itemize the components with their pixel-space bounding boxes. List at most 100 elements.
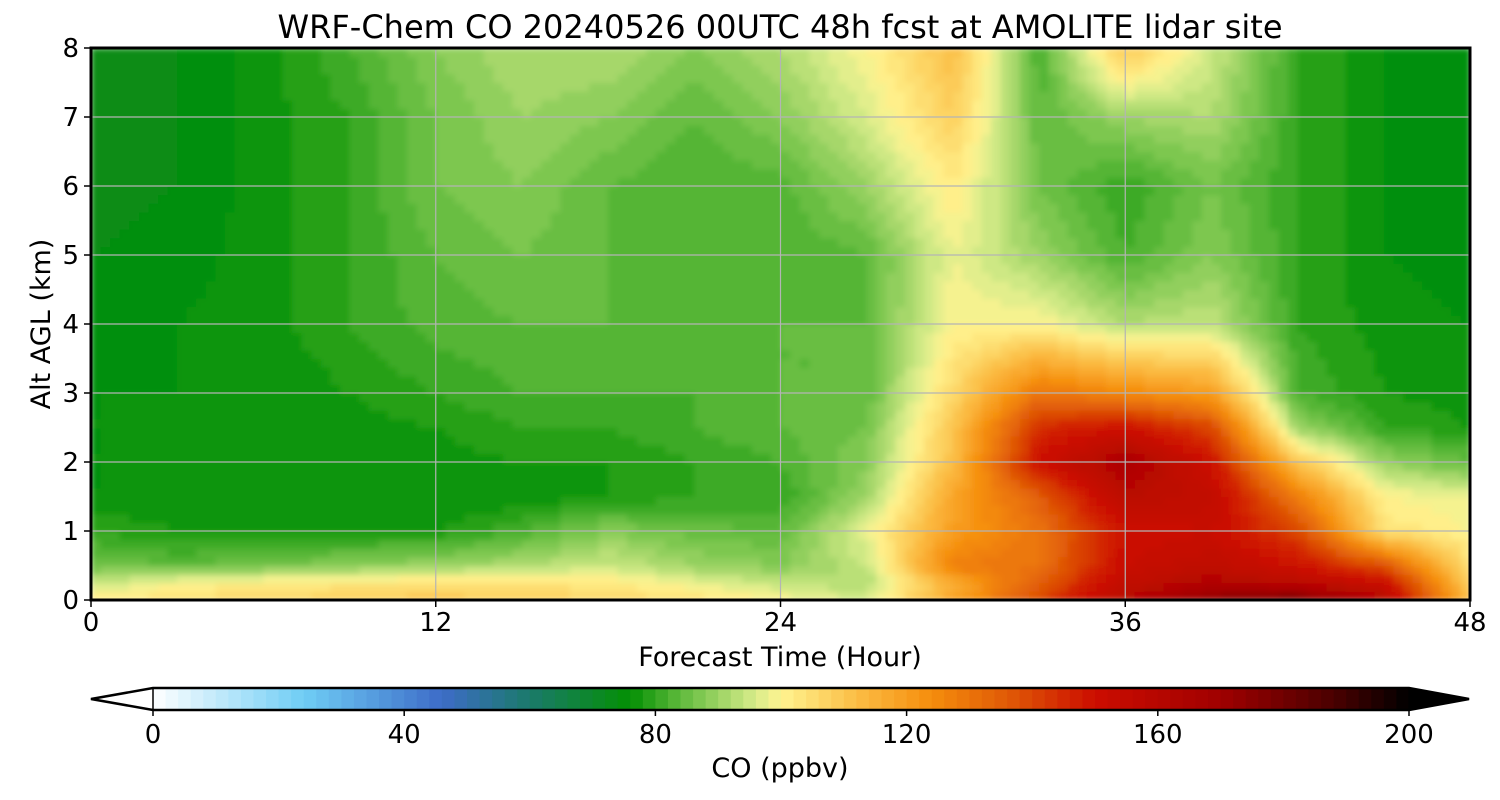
contour-cell xyxy=(569,470,580,480)
contour-cell xyxy=(828,332,839,342)
contour-cell xyxy=(1268,418,1280,429)
contour-cell xyxy=(627,332,638,342)
contour-cell xyxy=(598,358,609,368)
contour-cell xyxy=(435,539,446,549)
contour-cell xyxy=(158,462,169,472)
contour-cell xyxy=(742,487,753,498)
contour-cell xyxy=(847,401,858,411)
contour-cell xyxy=(837,582,849,592)
contour-cell xyxy=(330,531,341,541)
contour-cell xyxy=(828,531,839,541)
contour-cell xyxy=(809,565,820,575)
contour-cell xyxy=(866,513,877,523)
contour-cell xyxy=(454,436,466,446)
contour-cell xyxy=(1019,324,1031,334)
contour-cell xyxy=(272,367,284,377)
contour-cell xyxy=(780,306,791,316)
contour-cell xyxy=(1153,470,1165,480)
contour-cell xyxy=(397,462,408,472)
contour-cell xyxy=(770,496,782,506)
contour-cell xyxy=(962,393,973,403)
contour-cell xyxy=(1096,332,1107,342)
contour-cell xyxy=(857,427,868,437)
contour-cell xyxy=(1364,375,1375,385)
contour-cell xyxy=(359,341,370,351)
contour-cell xyxy=(1096,410,1107,420)
contour-cell xyxy=(1422,384,1433,394)
contour-cell xyxy=(770,513,782,523)
contour-cell xyxy=(981,505,992,515)
contour-cell xyxy=(713,332,724,342)
contour-cell xyxy=(349,401,360,411)
contour-cell xyxy=(387,574,399,584)
contour-cell xyxy=(924,306,935,316)
contour-cell xyxy=(387,522,399,532)
contour-cell xyxy=(837,384,849,394)
contour-cell xyxy=(1450,444,1462,454)
contour-cell xyxy=(1297,401,1308,411)
contour-cell xyxy=(186,401,197,411)
contour-cell xyxy=(253,548,264,558)
contour-cell xyxy=(924,427,935,437)
contour-cell xyxy=(378,565,389,575)
contour-cell xyxy=(1307,324,1318,334)
contour-cell xyxy=(1402,358,1414,368)
contour-cell xyxy=(387,453,399,463)
contour-cell xyxy=(550,341,561,351)
contour-cell xyxy=(253,401,264,411)
contour-cell xyxy=(1230,591,1241,600)
contour-cell xyxy=(732,539,743,549)
contour-cell xyxy=(895,531,906,541)
contour-cell xyxy=(196,574,207,584)
contour-cell xyxy=(1182,418,1193,429)
contour-cell xyxy=(837,367,849,377)
contour-cell xyxy=(339,453,351,463)
contour-cell xyxy=(177,341,188,351)
contour-cell xyxy=(1402,418,1414,429)
contour-cell xyxy=(1182,565,1193,575)
contour-cell xyxy=(1163,470,1174,480)
contour-cell xyxy=(541,565,552,575)
contour-cell xyxy=(110,574,121,584)
contour-cell xyxy=(502,315,513,325)
contour-cell xyxy=(895,384,906,394)
contour-cell xyxy=(560,410,571,420)
contour-cell xyxy=(1125,375,1136,385)
contour-cell xyxy=(205,384,217,394)
contour-cell xyxy=(1431,418,1442,429)
contour-cell xyxy=(646,453,657,463)
contour-cell xyxy=(110,401,121,411)
contour-cell xyxy=(138,556,150,567)
contour-cell xyxy=(1086,582,1098,592)
contour-cell xyxy=(1422,324,1433,334)
contour-cell xyxy=(1201,505,1213,515)
contour-cell xyxy=(474,496,485,506)
contour-cell xyxy=(196,418,207,429)
contour-cell xyxy=(359,496,370,506)
contour-cell xyxy=(943,522,954,532)
contour-cell xyxy=(454,505,466,515)
contour-cell xyxy=(1412,418,1423,429)
contour-cell xyxy=(1010,341,1021,351)
contour-cell xyxy=(665,306,676,316)
contour-cell xyxy=(809,358,820,368)
contour-cell xyxy=(1106,548,1117,558)
contour-cell xyxy=(684,505,695,515)
contour-cell xyxy=(933,462,944,472)
contour-cell xyxy=(1192,505,1203,515)
contour-cell xyxy=(656,418,667,429)
contour-cell xyxy=(904,522,916,532)
contour-cell xyxy=(301,574,312,584)
contour-cell xyxy=(339,324,351,334)
contour-cell xyxy=(1039,453,1050,463)
contour-cell xyxy=(742,375,753,385)
contour-cell xyxy=(1019,306,1031,316)
contour-cell xyxy=(598,582,609,592)
contour-cell xyxy=(493,341,504,351)
contour-cell xyxy=(1000,341,1011,351)
contour-cell xyxy=(205,298,217,308)
contour-cell xyxy=(416,367,427,377)
contour-cell xyxy=(895,444,906,454)
contour-cell xyxy=(292,401,303,411)
contour-cell xyxy=(234,401,245,411)
